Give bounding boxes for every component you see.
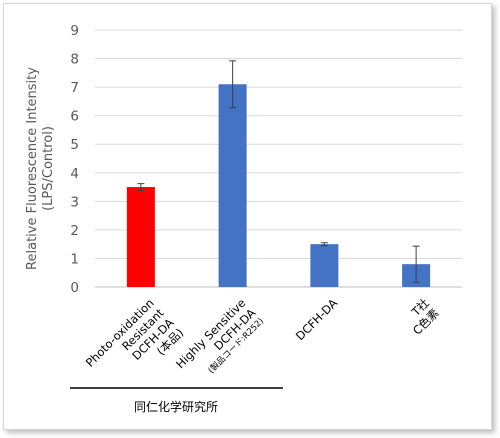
y-tick-label: 1	[70, 251, 79, 267]
y-tick-label: 0	[70, 280, 79, 296]
group-label: 同仁化学研究所	[134, 399, 218, 414]
error-bar	[412, 245, 420, 283]
y-tick-label: 2	[70, 223, 79, 239]
error-bar	[229, 60, 237, 109]
bar	[218, 84, 247, 287]
y-tick-label: 4	[70, 166, 79, 182]
y-axis-label: Relative Fluorescence Intensity (LPS/Cont…	[25, 67, 56, 270]
error-bar	[137, 183, 145, 191]
y-tick-label: 9	[70, 23, 79, 39]
category-labels: Photo-oxidationResistantDCFH-DA(本品)Highl…	[83, 296, 442, 376]
y-tick-labels: 0 1 2 3 4 5 6 7 8 9	[70, 23, 79, 296]
bar	[126, 187, 155, 287]
category-label: DCFH-DA	[293, 296, 340, 343]
category-label-line: DCFH-DA	[293, 296, 340, 343]
y-axis-title-line: Relative Fluorescence Intensity	[25, 67, 40, 270]
y-tick-label: 7	[70, 80, 79, 96]
y-tick-label: 6	[70, 109, 79, 125]
group-annotation: 同仁化学研究所	[70, 387, 283, 414]
bars	[126, 84, 431, 287]
y-tick-label: 3	[70, 194, 79, 210]
error-bar	[320, 242, 328, 247]
y-axis-title-line: (LPS/Control)	[41, 126, 56, 211]
bar	[310, 244, 339, 287]
chart-frame	[3, 3, 492, 430]
gridlines	[95, 29, 462, 288]
error-bars	[137, 60, 420, 283]
y-tick-label: 5	[70, 137, 79, 153]
y-tick-label: 8	[70, 52, 79, 68]
